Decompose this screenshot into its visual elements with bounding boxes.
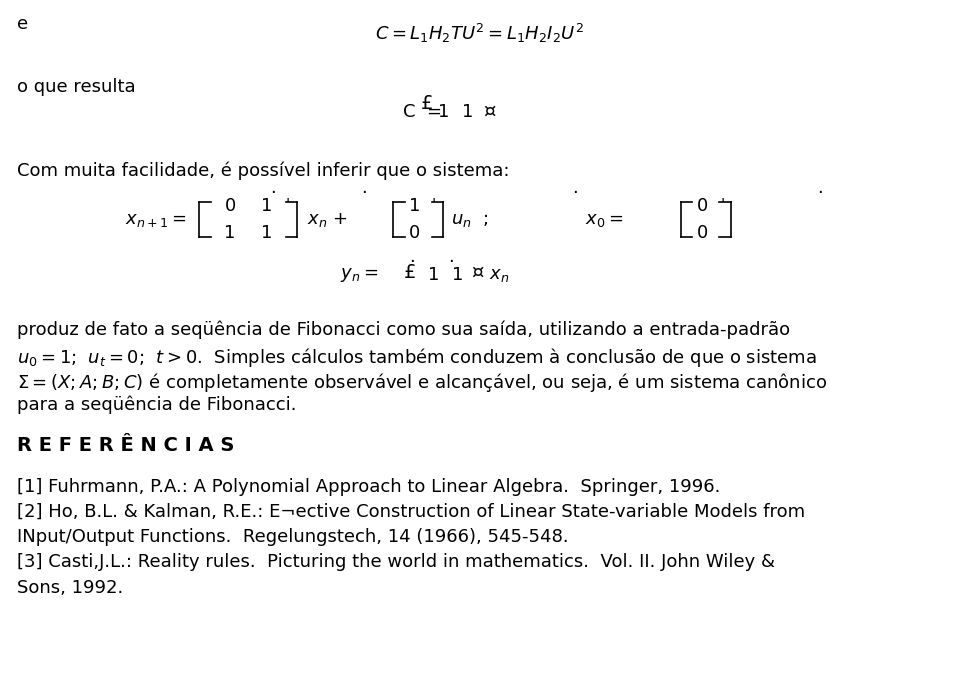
Text: ': ' (286, 198, 290, 213)
Text: $x_{n+1} =$: $x_{n+1} =$ (126, 210, 187, 229)
Text: R E F E R Ê N C I A S: R E F E R Ê N C I A S (17, 436, 235, 455)
Text: 1: 1 (438, 102, 450, 121)
Text: 0: 0 (697, 224, 709, 243)
Text: $x_0 =$: $x_0 =$ (585, 210, 623, 229)
Text: INput/Output Functions.  Regelungstech, 14 (1966), 545-548.: INput/Output Functions. Regelungstech, 1… (17, 528, 569, 546)
Text: produz de fato a seqüência de Fibonacci como sua saída, utilizando a entrada-pad: produz de fato a seqüência de Fibonacci … (17, 321, 790, 339)
Text: .: . (573, 178, 578, 197)
Text: .: . (409, 248, 415, 266)
Text: C  =: C = (403, 102, 442, 121)
Text: ': ' (432, 198, 435, 213)
Text: $u_n$  ;: $u_n$ ; (451, 210, 488, 229)
Text: ¤: ¤ (472, 263, 483, 282)
Text: £: £ (420, 93, 433, 113)
Text: .: . (362, 178, 367, 197)
Text: 0: 0 (224, 197, 236, 215)
Text: .: . (817, 178, 823, 197)
Text: 1: 1 (452, 266, 463, 284)
Text: 1: 1 (409, 197, 420, 215)
Text: £: £ (404, 263, 417, 282)
Text: Sons, 1992.: Sons, 1992. (17, 579, 124, 597)
Text: o que resulta: o que resulta (17, 78, 136, 96)
Text: [1] Fuhrmann, P.A.: A Polynomial Approach to Linear Algebra.  Springer, 1996.: [1] Fuhrmann, P.A.: A Polynomial Approac… (17, 478, 720, 496)
Text: .: . (270, 178, 276, 197)
Text: 1: 1 (224, 224, 236, 243)
Text: .: . (448, 248, 454, 266)
Text: Com muita facilidade, é possível inferir que o sistema:: Com muita facilidade, é possível inferir… (17, 162, 510, 181)
Text: e: e (17, 15, 29, 33)
Text: $y_n =$: $y_n =$ (340, 266, 379, 284)
Text: $x_n$: $x_n$ (489, 266, 509, 284)
Text: para a seqüência de Fibonacci.: para a seqüência de Fibonacci. (17, 396, 296, 415)
Text: [2] Ho, B.L. & Kalman, R.E.: E¬ective Construction of Linear State-variable Mode: [2] Ho, B.L. & Kalman, R.E.: E¬ective Co… (17, 503, 806, 521)
Text: $u_0 = 1$;  $u_t = 0$;  $t > 0$.  Simples cálculos também conduzem à conclusão d: $u_0 = 1$; $u_t = 0$; $t > 0$. Simples c… (17, 346, 817, 369)
Text: $\Sigma = (X ; A ; B ; C)$ é completamente observável e alcançável, ou seja, é u: $\Sigma = (X ; A ; B ; C)$ é completamen… (17, 371, 828, 394)
Text: 1: 1 (261, 197, 272, 215)
Text: ¤: ¤ (483, 102, 495, 121)
Text: 1: 1 (428, 266, 439, 284)
Text: 1: 1 (261, 224, 272, 243)
Text: $x_n$ +: $x_n$ + (307, 210, 347, 229)
Text: 0: 0 (409, 224, 420, 243)
Text: $C = L_1 H_2 T U^2 = L_1 H_2 I_2 U^2$: $C = L_1 H_2 T U^2 = L_1 H_2 I_2 U^2$ (375, 22, 584, 45)
Text: ': ' (720, 198, 724, 213)
Text: 1: 1 (462, 102, 474, 121)
Text: [3] Casti,J.L.: Reality rules.  Picturing the world in mathematics.  Vol. II. Jo: [3] Casti,J.L.: Reality rules. Picturing… (17, 553, 775, 572)
Text: 0: 0 (697, 197, 709, 215)
